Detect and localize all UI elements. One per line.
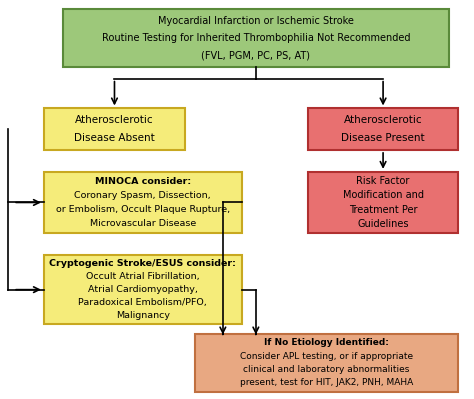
Text: Occult Atrial Fibrillation,: Occult Atrial Fibrillation, <box>86 272 200 281</box>
Text: Atrial Cardiomyopathy,: Atrial Cardiomyopathy, <box>88 285 198 294</box>
Text: Microvascular Disease: Microvascular Disease <box>90 219 196 228</box>
FancyBboxPatch shape <box>308 109 458 150</box>
Text: Disease Present: Disease Present <box>341 133 425 143</box>
FancyBboxPatch shape <box>44 172 242 233</box>
FancyBboxPatch shape <box>63 9 449 67</box>
Text: or Embolism, Occult Plaque Rupture,: or Embolism, Occult Plaque Rupture, <box>55 205 230 214</box>
Text: Paradoxical Embolism/PFO,: Paradoxical Embolism/PFO, <box>78 298 207 307</box>
Text: Atherosclerotic: Atherosclerotic <box>75 115 154 125</box>
Text: MINOCA consider:: MINOCA consider: <box>95 176 191 186</box>
Text: If No Etiology Identified:: If No Etiology Identified: <box>264 338 389 348</box>
Text: Guidelines: Guidelines <box>357 219 409 229</box>
Text: Treatment Per: Treatment Per <box>349 205 417 215</box>
Text: Myocardial Infarction or Ischemic Stroke: Myocardial Infarction or Ischemic Stroke <box>158 16 354 26</box>
Text: (FVL, PGM, PC, PS, AT): (FVL, PGM, PC, PS, AT) <box>201 50 310 61</box>
FancyBboxPatch shape <box>44 109 185 150</box>
Text: Cryptogenic Stroke/ESUS consider:: Cryptogenic Stroke/ESUS consider: <box>49 259 236 268</box>
FancyBboxPatch shape <box>44 255 242 324</box>
Text: Risk Factor: Risk Factor <box>356 176 410 186</box>
Text: Modification and: Modification and <box>343 190 424 200</box>
Text: Consider APL testing, or if appropriate: Consider APL testing, or if appropriate <box>240 352 413 361</box>
Text: present, test for HIT, JAK2, PNH, MAHA: present, test for HIT, JAK2, PNH, MAHA <box>240 379 413 387</box>
FancyBboxPatch shape <box>308 172 458 233</box>
Text: Malignancy: Malignancy <box>116 311 170 320</box>
FancyBboxPatch shape <box>195 334 458 392</box>
Text: Atherosclerotic: Atherosclerotic <box>344 115 422 125</box>
Text: clinical and laboratory abnormalities: clinical and laboratory abnormalities <box>243 365 410 374</box>
Text: Disease Absent: Disease Absent <box>74 133 155 143</box>
Text: Coronary Spasm, Dissection,: Coronary Spasm, Dissection, <box>74 191 211 200</box>
Text: Routine Testing for Inherited Thrombophilia Not Recommended: Routine Testing for Inherited Thrombophi… <box>101 33 410 43</box>
